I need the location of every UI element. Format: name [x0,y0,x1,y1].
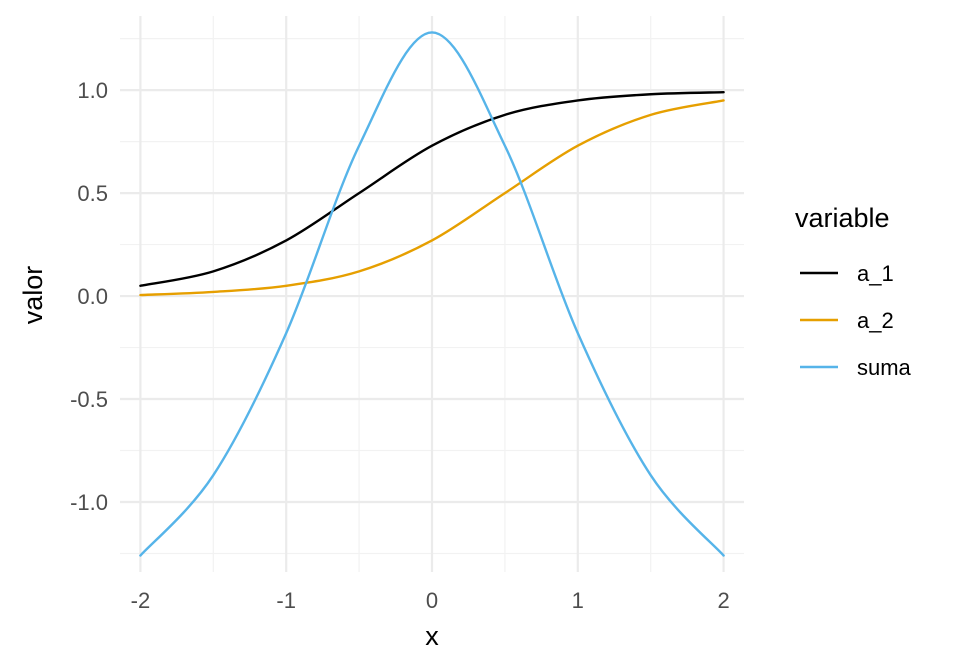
series-line-suma [139,31,725,557]
y-tick-label: -0.5 [70,387,108,412]
legend-item: a_2 [800,308,894,333]
x-tick-label: 1 [572,588,584,613]
x-tick-labels: -2 -1 0 1 2 [131,588,730,613]
legend-item: a_1 [800,261,894,286]
x-tick-label: -2 [131,588,151,613]
y-tick-labels: -1.0 -0.5 0.0 0.5 1.0 [70,78,108,515]
series-line-a-1 [139,90,725,287]
y-axis-title: valor [18,266,48,325]
x-tick-label: 2 [717,588,729,613]
legend-label: suma [857,355,912,380]
series-group [139,31,725,557]
legend-item: suma [800,355,912,380]
legend-label: a_2 [857,308,894,333]
y-tick-label: 0.5 [77,181,108,206]
x-tick-label: 0 [426,588,438,613]
legend-label: a_1 [857,261,894,286]
legend-title: variable [795,203,890,233]
y-tick-label: -1.0 [70,490,108,515]
y-tick-label: 1.0 [77,78,108,103]
grid-major [120,16,744,572]
x-tick-label: -1 [276,588,296,613]
series-line-a-2 [139,99,725,297]
y-tick-label: 0.0 [77,284,108,309]
x-axis-title: x [425,621,439,651]
